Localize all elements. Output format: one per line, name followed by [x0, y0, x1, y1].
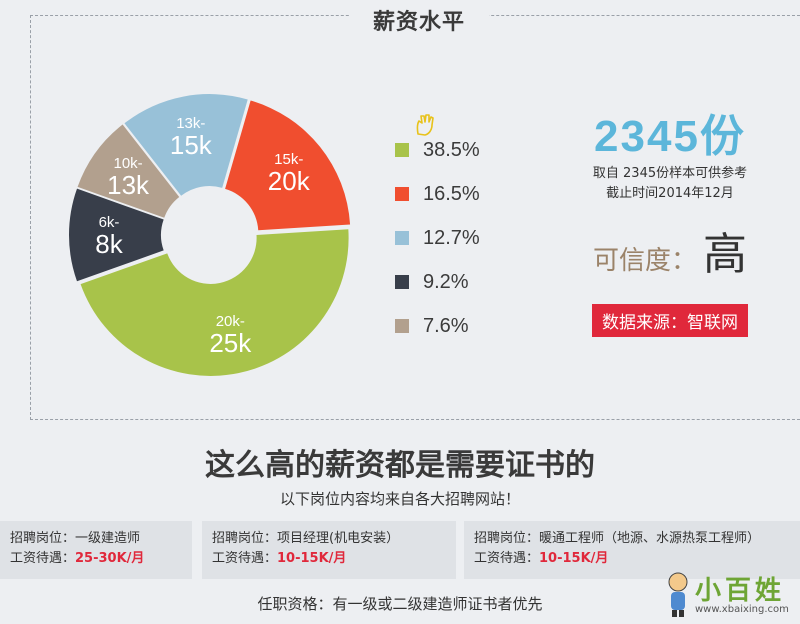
- slice-label-top: 15k-: [274, 151, 303, 168]
- salary-label: 工资待遇：: [474, 551, 540, 566]
- salary-label: 工资待遇：: [10, 551, 76, 566]
- legend-swatch-1: [395, 187, 409, 201]
- cutoff-note: 截止时间2014年12月: [606, 186, 734, 201]
- job-card: 招聘岗位：一级建造师 工资待遇：25-30K/月: [0, 521, 192, 579]
- slice-20k25k: [80, 229, 349, 376]
- panel-title: 薪资水平: [349, 4, 489, 42]
- job-card: 招聘岗位：暖通工程师（地源、水源热泵工程师） 工资待遇：10-15K/月: [464, 521, 800, 579]
- slice-label-top: 13k-: [176, 115, 205, 132]
- stats-block: 2345份 取自 2345份样本可供参考 截止时间2014年12月 可信度： 高…: [555, 100, 785, 337]
- site-watermark: 小百姓 www.xbaixing.com: [665, 570, 793, 620]
- legend-swatch-2: [395, 231, 409, 245]
- legend-value: 12.7%: [423, 226, 480, 249]
- slice-label-top: 20k-: [216, 313, 245, 330]
- credibility: 可信度： 高: [555, 218, 785, 282]
- slice-label-bottom: 25k: [209, 328, 252, 358]
- legend-swatch-4: [395, 319, 409, 333]
- requirement-text: 任职资格：有一级或二级建造师证书者优先: [257, 595, 543, 613]
- salary-label: 工资待遇：: [212, 551, 278, 566]
- salary-value: 10-15K/月: [277, 551, 347, 566]
- slice-label-top: 10k-: [113, 155, 142, 172]
- salary-donut-chart: 13k-15k 15k-20k 20k-25k 6k-8k 10k-13k: [69, 94, 351, 376]
- sample-note: 取自 2345份样本可供参考: [592, 166, 748, 181]
- salary-value: 25-30K/月: [75, 551, 145, 566]
- legend-value: 16.5%: [423, 182, 480, 205]
- mascot-icon: [668, 572, 688, 617]
- legend-swatch-0: [395, 143, 409, 157]
- legend-value: 9.2%: [423, 270, 469, 293]
- job-card: 招聘岗位：项目经理(机电安装） 工资待遇：10-15K/月: [202, 521, 456, 579]
- legend-value: 38.5%: [423, 138, 480, 161]
- sample-count: 2345份: [594, 112, 746, 161]
- credibility-label: 可信度：: [592, 246, 697, 276]
- slice-label-bottom: 8k: [95, 229, 123, 259]
- slice-label-bottom: 15k: [170, 130, 213, 160]
- slice-6k8k: [69, 188, 164, 282]
- chart-legend: 38.5% 16.5% 12.7% 9.2% 7.6%: [395, 128, 480, 348]
- slice-label-bottom: 13k: [107, 170, 150, 200]
- slice-15k20k: [225, 100, 351, 231]
- credibility-value: 高: [703, 229, 747, 280]
- slice-label-top: 6k-: [99, 214, 120, 231]
- subline: 以下岗位内容均来自各大招聘网站！: [279, 490, 520, 508]
- hand-icon: [416, 114, 434, 136]
- legend-value: 7.6%: [423, 314, 469, 337]
- slice-13k15k: [124, 94, 248, 196]
- job-position: 招聘岗位：一级建造师: [10, 531, 141, 546]
- job-position: 招聘岗位：暖通工程师（地源、水源热泵工程师）: [474, 531, 761, 546]
- job-salary-row: 工资待遇：10-15K/月: [474, 549, 790, 569]
- watermark-text: 小百姓: [695, 576, 786, 606]
- slice-10k13k: [77, 124, 180, 218]
- watermark-url: www.xbaixing.com: [695, 604, 789, 615]
- job-position: 招聘岗位：项目经理(机电安装）: [212, 531, 400, 546]
- salary-value: 10-15K/月: [539, 551, 609, 566]
- legend-swatch-3: [395, 275, 409, 289]
- job-salary-row: 工资待遇：25-30K/月: [10, 549, 182, 569]
- legend-item-4: 7.6%: [395, 304, 480, 348]
- job-salary-row: 工资待遇：10-15K/月: [212, 549, 446, 569]
- headline: 这么高的薪资都是需要证书的: [205, 448, 595, 483]
- legend-item-0: 38.5%: [395, 128, 480, 172]
- legend-item-1: 16.5%: [395, 172, 480, 216]
- data-source-badge: 数据来源：智联网: [592, 304, 748, 337]
- legend-item-3: 9.2%: [395, 260, 480, 304]
- legend-item-2: 12.7%: [395, 216, 480, 260]
- slice-label-bottom: 20k: [268, 166, 311, 196]
